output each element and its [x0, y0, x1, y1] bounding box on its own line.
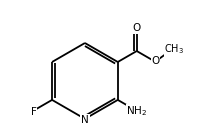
- Text: CH$_3$: CH$_3$: [165, 43, 184, 56]
- Text: F: F: [31, 107, 37, 117]
- Text: O: O: [133, 23, 141, 33]
- Text: N: N: [81, 115, 89, 125]
- Text: O: O: [151, 56, 160, 66]
- Text: NH$_2$: NH$_2$: [126, 105, 148, 118]
